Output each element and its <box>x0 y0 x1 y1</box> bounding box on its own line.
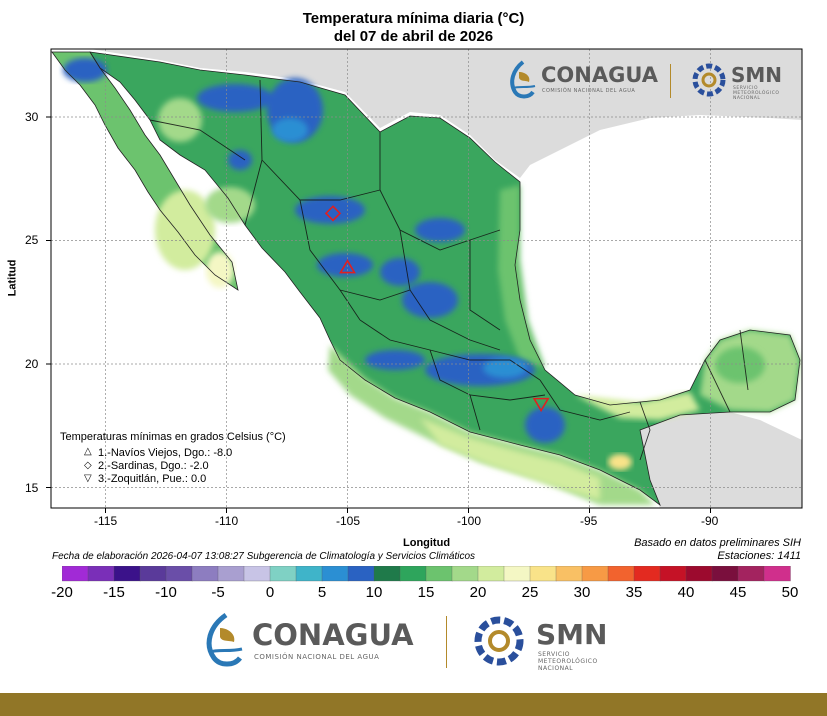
colorbar-swatch <box>62 566 89 582</box>
legend-marker-1: △ <box>84 446 92 457</box>
footer-band <box>0 693 827 716</box>
station-entry-1: 1.-Navíos Viejos, Dgo.: -8.0 <box>98 447 233 459</box>
stations-count: Estaciones: 1411 <box>717 550 801 562</box>
colorbar-swatch <box>399 566 427 582</box>
legend-title: Temperaturas mínimas en grados Celsius (… <box>60 431 286 443</box>
colorbar-swatch <box>217 566 245 582</box>
colorbar-swatch <box>659 566 687 582</box>
data-basis: Basado en datos preliminares SIH <box>634 537 801 549</box>
conagua-logo-bottom: CONAGUA COMISIÓN NACIONAL DEL AGUA SMN S… <box>200 612 620 674</box>
y-tick-label: 25 <box>25 233 39 247</box>
colorbar-tick-label: -5 <box>211 584 225 601</box>
x-tick-label: -110 <box>215 514 239 528</box>
colorbar-tick-label: 5 <box>317 584 327 601</box>
x-tick-label: -105 <box>336 514 361 528</box>
y-tick-label: 20 <box>25 357 39 371</box>
colorbar-tick-label: 20 <box>469 584 487 601</box>
colorbar-swatch <box>113 566 141 582</box>
colorbar-swatch <box>607 566 635 582</box>
conagua-subtitle: COMISIÓN NACIONAL DEL AGUA <box>254 653 380 661</box>
colorbar-tick-label: 35 <box>625 584 643 601</box>
y-tick-label: 30 <box>25 110 39 124</box>
colorbar-swatch <box>191 566 219 582</box>
colorbar-swatch <box>347 566 375 582</box>
colorbar-swatch <box>529 566 557 582</box>
colorbar-swatch <box>763 566 791 582</box>
x-tick-label: -95 <box>580 514 598 528</box>
colorbar-swatch <box>685 566 713 582</box>
colorbar-swatch <box>139 566 167 582</box>
smn-wordmark: SMN <box>731 63 783 87</box>
colorbar-tick-label: 15 <box>417 584 435 601</box>
colorbar-tick-label: 0 <box>265 584 275 601</box>
map-frame <box>50 48 803 509</box>
colorbar-swatch <box>503 566 531 582</box>
colorbar-swatch <box>477 566 505 582</box>
conagua-wordmark: CONAGUA <box>252 618 414 652</box>
smn-emblem-icon <box>474 616 524 666</box>
colorbar-swatch <box>581 566 609 582</box>
colorbar-tick-label: 50 <box>781 584 799 601</box>
colorbar-swatch <box>711 566 739 582</box>
gridlines <box>51 49 802 508</box>
map-title: Temperatura mínima diaria (°C) <box>302 10 525 27</box>
colorbar-tick-label: -10 <box>155 584 177 601</box>
colorbar-swatch <box>633 566 661 582</box>
colorbar-tick-label: 30 <box>573 584 591 601</box>
smn-subtitle-3: NACIONAL <box>733 96 761 101</box>
conagua-subtitle: COMISIÓN NACIONAL DEL AGUA <box>542 88 636 94</box>
colorbar-tick-label: -15 <box>103 584 125 601</box>
legend-marker-2: ◇ <box>84 460 92 471</box>
temperature-map <box>46 48 803 513</box>
smn-wordmark: SMN <box>536 618 608 651</box>
colorbar-tick-label: 10 <box>365 584 383 601</box>
x-axis-label: Longitud <box>403 537 451 549</box>
colorbar-swatch <box>295 566 323 582</box>
smn-subtitle-1: SERVICIO <box>733 86 758 91</box>
colorbar-swatch <box>555 566 583 582</box>
conagua-wordmark: CONAGUA <box>541 63 658 87</box>
smn-emblem-icon <box>692 63 726 97</box>
station-entry-3: 3.-Zoquitlán, Pue.: 0.0 <box>98 473 207 485</box>
usa-land <box>51 49 802 178</box>
colorbar-tick-label: 25 <box>521 584 539 601</box>
station-marker-3 <box>532 397 550 413</box>
conagua-emblem-icon <box>206 612 243 667</box>
colorbar-swatch <box>87 566 115 582</box>
station-marker-2 <box>324 205 342 222</box>
smn-subtitle-2: METEOROLÓGICO <box>538 658 598 665</box>
colorbar-swatch <box>165 566 193 582</box>
colorbar-tick-label: 45 <box>729 584 747 601</box>
colorbar-swatch <box>321 566 349 582</box>
smn-subtitle-3: NACIONAL <box>538 665 574 672</box>
y-tick-label: 15 <box>25 481 39 495</box>
colorbar-swatch <box>373 566 401 582</box>
colorbar-tick-label: 40 <box>677 584 695 601</box>
colorbar-swatch <box>737 566 765 582</box>
colorbar-tick-label: -20 <box>51 584 73 601</box>
station-marker-1 <box>339 259 356 274</box>
central-america-land <box>640 412 802 508</box>
x-tick-label: -90 <box>701 514 719 528</box>
smn-subtitle-1: SERVICIO <box>538 651 570 658</box>
legend-marker-3: ▽ <box>84 473 92 484</box>
conagua-logo-top: CONAGUA COMISIÓN NACIONAL DEL AGUA SMN S… <box>505 60 795 104</box>
color-scale-bar <box>62 566 791 582</box>
conagua-emblem-icon <box>510 60 536 99</box>
elaboration-date: Fecha de elaboración 2026-04-07 13:08:27… <box>52 551 476 562</box>
smn-subtitle-2: METEOROLÓGICO <box>733 91 780 96</box>
colorbar-swatch <box>269 566 297 582</box>
x-tick-label: -115 <box>94 514 118 528</box>
x-tick-label: -100 <box>457 514 482 528</box>
y-axis-label: Latitud <box>6 259 19 297</box>
map-date: del 07 de abril de 2026 <box>333 28 494 45</box>
colorbar-swatch <box>451 566 479 582</box>
colorbar-swatch <box>425 566 453 582</box>
station-entry-2: 2.-Sardinas, Dgo.: -2.0 <box>98 460 209 472</box>
colorbar-swatch <box>243 566 271 582</box>
